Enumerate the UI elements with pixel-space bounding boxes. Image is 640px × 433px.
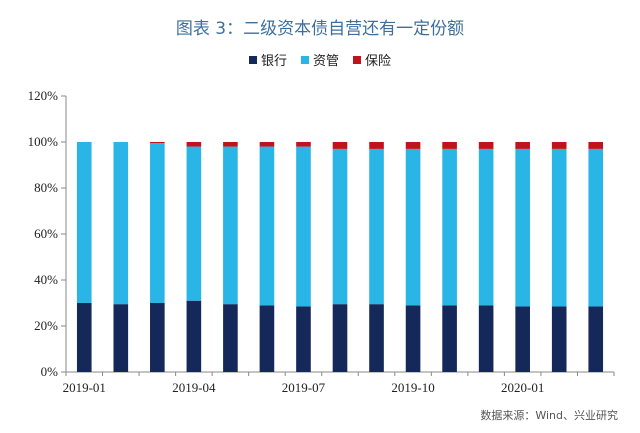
- bar-segment-insurance: [405, 142, 421, 149]
- legend-item: 银行: [248, 50, 287, 69]
- bar-segment-bank: [551, 306, 567, 372]
- x-tick-label: 2019-10: [391, 380, 434, 395]
- bar-segment-asset-mgmt: [296, 146, 311, 307]
- legend-item: 资管: [300, 50, 339, 69]
- bar-segment-insurance: [442, 142, 457, 149]
- y-tick-label: 80%: [34, 180, 58, 195]
- bar-segment-asset-mgmt: [551, 148, 567, 307]
- bar-segment-asset-mgmt: [113, 142, 129, 305]
- legend-swatch: [248, 55, 257, 64]
- bar-segment-bank: [76, 303, 92, 372]
- bar-segment-insurance: [150, 142, 165, 144]
- y-tick-label: 40%: [34, 272, 58, 287]
- bar-segment-asset-mgmt: [259, 146, 275, 306]
- bar-segment-bank: [405, 305, 421, 372]
- legend: 银行 资管 保险: [0, 50, 640, 69]
- legend-swatch: [300, 55, 309, 64]
- bar-segment-asset-mgmt: [478, 148, 494, 306]
- x-tick-label: 2019-01: [63, 380, 106, 395]
- bar-segment-bank: [223, 304, 238, 372]
- bar-segment-insurance: [369, 142, 384, 149]
- y-tick-label: 0%: [41, 364, 59, 379]
- legend-label: 银行: [260, 54, 287, 69]
- bar-segment-asset-mgmt: [442, 148, 457, 306]
- y-tick-label: 60%: [34, 226, 58, 241]
- y-tick-label: 20%: [34, 318, 58, 333]
- bar-segment-bank: [296, 306, 311, 372]
- bar-segment-asset-mgmt: [150, 143, 165, 303]
- legend-item: 保险: [353, 50, 391, 69]
- bar-segment-insurance: [515, 142, 530, 149]
- bar-segment-asset-mgmt: [588, 148, 604, 307]
- bar-segment-insurance: [186, 142, 202, 147]
- bar-segment-insurance: [478, 142, 494, 149]
- bar-segment-bank: [113, 304, 129, 372]
- bar-segment-insurance: [588, 142, 604, 149]
- bar-segment-asset-mgmt: [515, 148, 530, 307]
- bar-segment-asset-mgmt: [76, 142, 92, 303]
- legend-swatch: [353, 55, 361, 64]
- bar-segment-insurance: [223, 142, 238, 147]
- legend-label: 资管: [312, 54, 339, 69]
- bar-segment-asset-mgmt: [332, 148, 348, 305]
- legend-label: 保险: [365, 54, 392, 69]
- bar-segment-bank: [186, 300, 202, 372]
- chart-title: 图表 3：二级资本债自营还有一定份额: [175, 19, 465, 39]
- bar-segment-insurance: [296, 142, 311, 147]
- bar-segment-bank: [150, 303, 165, 372]
- bar-segment-insurance: [551, 142, 567, 149]
- x-tick-label: 2019-07: [282, 380, 326, 395]
- x-tick-label: 2020-01: [501, 380, 544, 395]
- y-tick-label: 100%: [28, 134, 59, 149]
- bar-segment-bank: [332, 304, 348, 372]
- source-note: 数据来源：Wind、兴业研究: [480, 409, 618, 422]
- bar-segment-bank: [442, 305, 457, 372]
- bar-segment-insurance: [259, 142, 275, 147]
- bar-segment-bank: [259, 305, 275, 372]
- bar-segment-asset-mgmt: [369, 148, 384, 305]
- y-tick-label: 120%: [28, 88, 59, 103]
- bar-segment-bank: [369, 304, 384, 372]
- x-tick-label: 2019-04: [172, 380, 216, 395]
- bar-segment-asset-mgmt: [186, 146, 202, 301]
- bar-segment-bank: [588, 306, 604, 372]
- bar-segment-asset-mgmt: [223, 146, 238, 305]
- bar-segment-bank: [478, 305, 494, 372]
- bar-segment-insurance: [332, 142, 348, 149]
- bar-segment-asset-mgmt: [405, 148, 421, 306]
- bar-segment-bank: [515, 306, 530, 372]
